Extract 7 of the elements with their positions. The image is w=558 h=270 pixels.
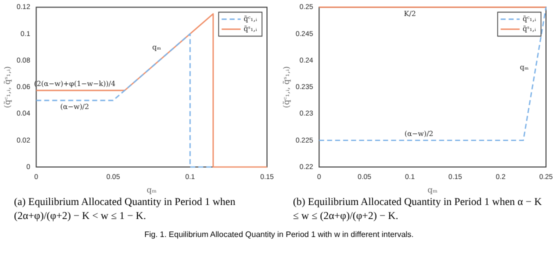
x-axis-title: qₘ [428,185,438,194]
y-axis-title: (q̃ᶜ₁,ᵢ, q̃ˢ₁,ᵢ) [282,66,291,108]
text: (b) Equilibrium Allocated Quantity in Period 1 when α − K ≤ w ≤ (2α+φ)/(φ+2) − K. [292,196,543,224]
y-axis-title: (q̃ᶜ₁,ᵢ, q̃ˢ₁,ᵢ) [2,66,12,108]
caption: Fig. 1. Equilibrium Allocated Quantity in Period 1 with w in different intervals. [143,230,415,239]
text: (a) Equilibrium Allocated Quantity in Period 1 when (2α+φ)/(φ+2) − K < w ≤ 1 − K. [13,196,236,224]
x-axis-title: qₘ [146,185,157,194]
